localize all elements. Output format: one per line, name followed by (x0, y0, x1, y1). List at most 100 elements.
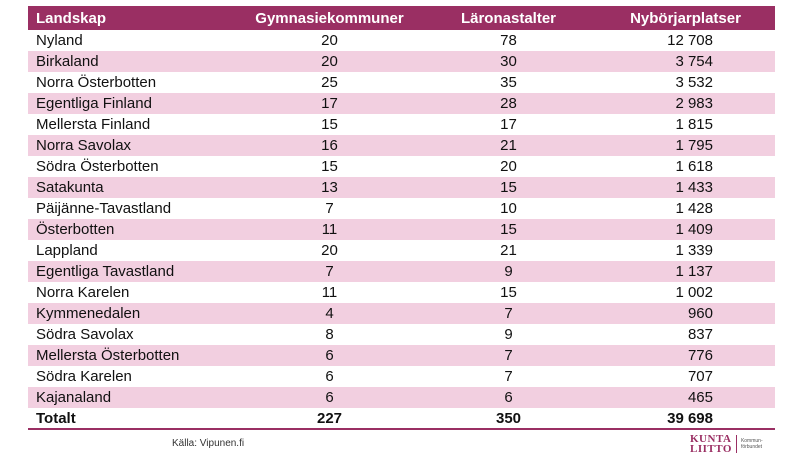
cell-landskap: Österbotten (36, 221, 115, 238)
cell-laronastalter: 78 (500, 32, 517, 49)
table-row: Norra Österbotten 25 35 3 532 (28, 72, 775, 93)
cell-nyborjarplatser: 1 002 (675, 284, 713, 301)
header-row: Landskap Gymnasiekommuner Läronastalter … (28, 6, 775, 30)
cell-landskap: Päijänne-Tavastland (36, 200, 172, 217)
cell-laronastalter: 7 (504, 305, 513, 322)
cell-gymnasiekommuner: 16 (321, 137, 338, 154)
cell-nyborjarplatser: 12 708 (667, 32, 713, 49)
cell-landskap: Mellersta Österbotten (36, 347, 180, 364)
cell-laronastalter: 35 (500, 74, 517, 91)
table-body: Nyland 20 78 12 708 Birkaland 20 30 3 754 Norra … (28, 30, 775, 429)
cell-nyborjarplatser: 1 795 (675, 137, 713, 154)
cell-gymnasiekommuner: 4 (325, 305, 334, 322)
kuntaliitto-logo: KUNTA LIITTO Kommun- förbundet (690, 433, 763, 455)
cell-landskap: Södra Österbotten (36, 158, 159, 175)
total-laronastalter: 350 (495, 409, 522, 427)
cell-gymnasiekommuner: 7 (325, 200, 334, 217)
cell-landskap: Mellersta Finland (36, 116, 151, 133)
cell-gymnasiekommuner: 25 (321, 74, 338, 91)
cell-nyborjarplatser: 1 815 (675, 116, 713, 133)
cell-gymnasiekommuner: 20 (321, 242, 338, 259)
table-row: Lappland 20 21 1 339 (28, 240, 775, 261)
cell-gymnasiekommuner: 6 (325, 347, 334, 364)
cell-laronastalter: 15 (500, 179, 517, 196)
cell-nyborjarplatser: 707 (687, 368, 713, 385)
cell-nyborjarplatser: 2 983 (675, 95, 713, 112)
table-row: Norra Savolax 16 21 1 795 (28, 135, 775, 156)
cell-laronastalter: 15 (500, 221, 517, 238)
total-nyborjarplatser: 39 698 (667, 409, 713, 427)
cell-gymnasiekommuner: 11 (321, 221, 338, 238)
cell-landskap: Egentliga Tavastland (36, 263, 175, 280)
total-row: Totalt 227 350 39 698 (28, 408, 775, 429)
cell-gymnasiekommuner: 6 (325, 368, 334, 385)
cell-laronastalter: 9 (504, 326, 513, 343)
cell-nyborjarplatser: 465 (687, 389, 713, 406)
table-row: Österbotten 11 15 1 409 (28, 219, 775, 240)
logo-divider (735, 435, 737, 453)
table-row: Södra Karelen 6 7 707 (28, 366, 775, 387)
cell-nyborjarplatser: 1 137 (675, 263, 713, 280)
cell-landskap: Kajanaland (36, 389, 112, 406)
total-label: Totalt (36, 409, 76, 427)
cell-laronastalter: 28 (500, 95, 517, 112)
table-row: Norra Karelen 11 15 1 002 (28, 282, 775, 303)
logo-subtitle: Kommun- förbundet (741, 438, 763, 450)
logo-sub-line-2: förbundet (740, 444, 763, 450)
logo-sub-line-1: Kommun- (740, 438, 763, 444)
cell-gymnasiekommuner: 20 (321, 53, 338, 70)
cell-nyborjarplatser: 1 409 (675, 221, 713, 238)
table-header: Landskap Gymnasiekommuner Läronastalter … (28, 6, 775, 30)
cell-landskap: Kymmenedalen (36, 305, 141, 322)
cell-gymnasiekommuner: 6 (325, 389, 334, 406)
cell-laronastalter: 15 (500, 284, 517, 301)
cell-laronastalter: 10 (500, 200, 517, 217)
table-row: Nyland 20 78 12 708 (28, 30, 775, 51)
cell-laronastalter: 7 (504, 368, 513, 385)
table-row: Päijänne-Tavastland 7 10 1 428 (28, 198, 775, 219)
cell-nyborjarplatser: 837 (687, 326, 713, 343)
cell-laronastalter: 30 (500, 53, 517, 70)
cell-landskap: Norra Karelen (36, 284, 130, 301)
table-row: Mellersta Finland 15 17 1 815 (28, 114, 775, 135)
cell-landskap: Södra Savolax (36, 326, 134, 343)
table-row: Kajanaland 6 6 465 (28, 387, 775, 408)
column-header-nyborjarplatser: Nybörjarplatser (630, 9, 741, 27)
cell-landskap: Nyland (36, 32, 83, 49)
cell-gymnasiekommuner: 8 (325, 326, 334, 343)
cell-gymnasiekommuner: 11 (321, 284, 338, 301)
table-row: Egentliga Finland 17 28 2 983 (28, 93, 775, 114)
table-row: Egentliga Tavastland 7 9 1 137 (28, 261, 775, 282)
column-header-landskap: Landskap (36, 9, 107, 27)
cell-nyborjarplatser: 1 339 (675, 242, 713, 259)
cell-gymnasiekommuner: 7 (325, 263, 334, 280)
logo-line-2: LIITTO (690, 443, 732, 455)
logo-line-1: KUNTA (690, 433, 732, 445)
data-table: Landskap Gymnasiekommuner Läronastalter … (28, 6, 775, 430)
logo-wordmark: KUNTA LIITTO (690, 433, 732, 455)
cell-nyborjarplatser: 3 754 (675, 53, 713, 70)
cell-laronastalter: 21 (500, 137, 517, 154)
table-row: Södra Österbotten 15 20 1 618 (28, 156, 775, 177)
total-gymnasiekommuner: 227 (316, 409, 343, 427)
table-row: Mellersta Österbotten 6 7 776 (28, 345, 775, 366)
cell-nyborjarplatser: 960 (687, 305, 713, 322)
cell-landskap: Egentliga Finland (36, 95, 152, 112)
table-row: Satakunta 13 15 1 433 (28, 177, 775, 198)
cell-gymnasiekommuner: 13 (321, 179, 338, 196)
cell-gymnasiekommuner: 20 (321, 32, 338, 49)
cell-laronastalter: 20 (500, 158, 517, 175)
column-header-laronastalter: Läronastalter (460, 9, 557, 27)
cell-landskap: Satakunta (36, 179, 104, 196)
column-header-gymnasiekommuner: Gymnasiekommuner (255, 9, 404, 27)
cell-laronastalter: 6 (504, 389, 513, 406)
cell-laronastalter: 7 (504, 347, 513, 364)
cell-gymnasiekommuner: 17 (321, 95, 338, 112)
cell-landskap: Birkaland (36, 53, 99, 70)
cell-laronastalter: 9 (504, 263, 513, 280)
cell-gymnasiekommuner: 15 (321, 158, 338, 175)
cell-landskap: Södra Karelen (36, 368, 132, 385)
cell-laronastalter: 17 (500, 116, 517, 133)
cell-landskap: Norra Österbotten (36, 74, 157, 91)
table-row: Kymmenedalen 4 7 960 (28, 303, 775, 324)
